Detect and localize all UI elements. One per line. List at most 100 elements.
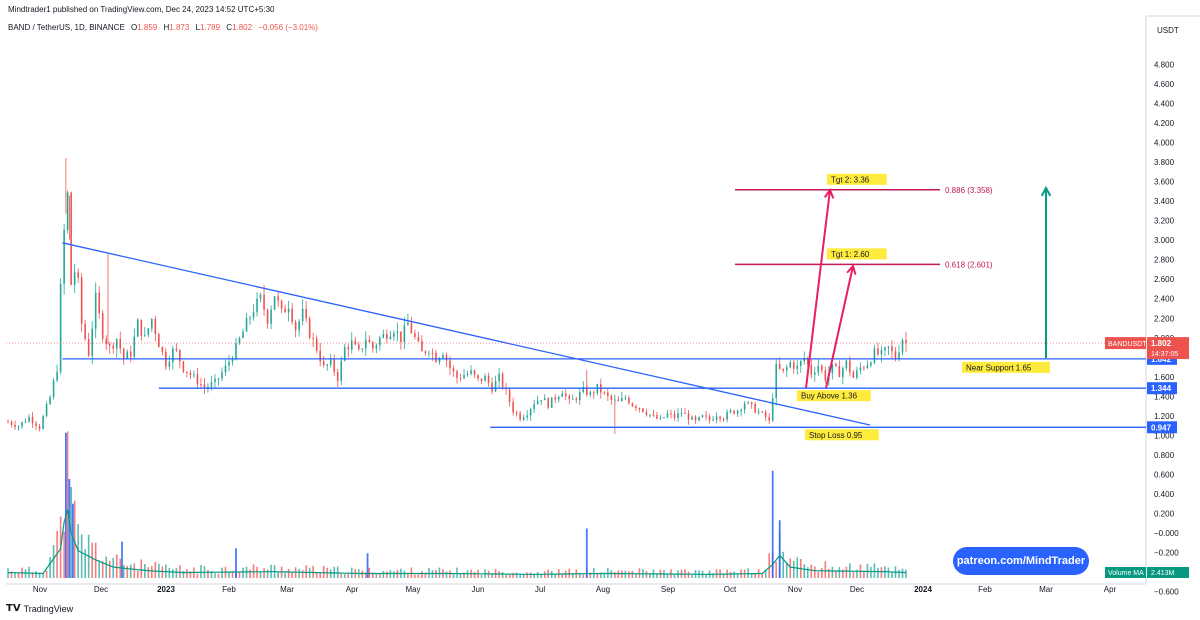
- volume-bar: [722, 574, 725, 578]
- volume-bar: [842, 569, 844, 578]
- candle-body: [147, 328, 150, 335]
- candle-body: [568, 395, 571, 400]
- candle-body: [543, 398, 546, 401]
- candle-body: [522, 417, 525, 420]
- candle-body: [866, 365, 869, 368]
- volume-bar: [108, 560, 111, 578]
- patreon-link-button[interactable]: patreon.com/MindTrader: [953, 547, 1089, 575]
- candle-body: [821, 365, 823, 371]
- candle-body: [775, 363, 778, 399]
- fib-level-text: 0.618 (2.601): [945, 260, 993, 269]
- x-tick-label: Dec: [850, 585, 864, 594]
- volume-bar: [210, 570, 213, 578]
- candle-body: [607, 392, 609, 396]
- volume-bar: [175, 568, 178, 578]
- candle-body: [694, 416, 697, 421]
- candle-body: [673, 413, 676, 419]
- candle-body: [31, 416, 34, 424]
- volume-bar: [624, 570, 627, 578]
- y-tick-label: 0.400: [1154, 490, 1175, 499]
- candle-body: [554, 397, 557, 400]
- candle-body: [754, 404, 756, 413]
- candle-body: [575, 398, 578, 401]
- candle-body: [852, 372, 855, 378]
- candle-body: [424, 351, 427, 354]
- volume-bar: [263, 568, 265, 578]
- candle-body: [589, 392, 592, 396]
- symbol-name[interactable]: BAND / TetherUS, 1D, BINANCE: [8, 23, 125, 32]
- volume-bar: [64, 432, 67, 578]
- volume-bar: [414, 574, 416, 578]
- candle-body: [386, 334, 388, 340]
- candle-body: [761, 411, 763, 413]
- candle-body: [196, 374, 199, 385]
- candle-body: [108, 343, 111, 346]
- x-tick-label: Nov: [788, 585, 802, 594]
- last-price-badge: [1147, 337, 1189, 360]
- candle-body: [578, 392, 581, 401]
- volume-bar: [343, 574, 346, 578]
- volume-bar: [98, 560, 101, 578]
- candle-body: [221, 372, 223, 379]
- volume-ma-line: [8, 509, 907, 576]
- candle-body: [540, 400, 542, 402]
- symbol-badge: [1105, 337, 1146, 350]
- close-label: C: [226, 23, 233, 32]
- candle-body: [582, 386, 585, 393]
- candle-body: [624, 397, 627, 399]
- volume-bar: [600, 572, 602, 578]
- volume-bar: [873, 563, 876, 578]
- volume-bar: [417, 574, 420, 578]
- candle-body: [799, 361, 802, 366]
- volume-bar: [259, 571, 262, 578]
- volume-bar: [336, 566, 339, 578]
- target-label-text: Tgt 1: 2.60: [831, 250, 870, 259]
- candle-body: [210, 381, 213, 387]
- volume-bar: [136, 570, 139, 578]
- tradingview-footer[interactable]: 𝗧𝗩 TradingView: [6, 603, 73, 614]
- volume-bar: [614, 571, 616, 578]
- last-price-value: 1.802: [1151, 339, 1172, 348]
- x-tick-label: Apr: [1104, 585, 1117, 594]
- volume-bar: [410, 567, 413, 578]
- support-label-text: Buy Above 1.36: [801, 392, 858, 401]
- open-value: 1.859: [137, 23, 158, 32]
- volume-bar: [733, 571, 735, 578]
- volume-bar: [235, 548, 237, 578]
- candle-body: [792, 362, 795, 369]
- candle-body: [179, 349, 181, 362]
- volume-bar: [147, 567, 150, 578]
- candle-body: [701, 415, 704, 418]
- candle-body: [894, 351, 897, 360]
- y-tick-label: 2.800: [1154, 256, 1175, 265]
- volume-bar: [736, 574, 739, 578]
- volume-bar: [810, 564, 813, 578]
- target1-arrow-head: [846, 263, 857, 275]
- volume-bar: [571, 573, 574, 578]
- candle-body: [354, 340, 357, 345]
- x-tick-label: Nov: [33, 585, 47, 594]
- y-tick-label: 0.200: [1154, 509, 1175, 518]
- candle-body: [705, 415, 707, 417]
- candle-body: [617, 399, 620, 402]
- target1-arrow: [825, 265, 854, 389]
- candle-body: [266, 309, 269, 324]
- candle-body: [217, 378, 220, 380]
- candle-body: [659, 417, 662, 419]
- candle-body: [340, 360, 343, 381]
- volume-bar: [424, 572, 427, 578]
- volume-bar: [761, 574, 763, 578]
- candle-body: [17, 426, 20, 428]
- volume-bar: [31, 572, 34, 578]
- volume-bar: [638, 568, 641, 578]
- volume-bar: [782, 551, 785, 578]
- candle-body: [28, 416, 30, 422]
- published-line: Mindtrader1 published on TradingView.com…: [8, 5, 275, 14]
- volume-bar: [14, 572, 16, 578]
- volume-bar: [666, 574, 669, 578]
- volume-bar: [315, 572, 318, 578]
- volume-bar: [17, 572, 20, 578]
- candle-body: [603, 392, 606, 394]
- candle-body: [891, 346, 893, 352]
